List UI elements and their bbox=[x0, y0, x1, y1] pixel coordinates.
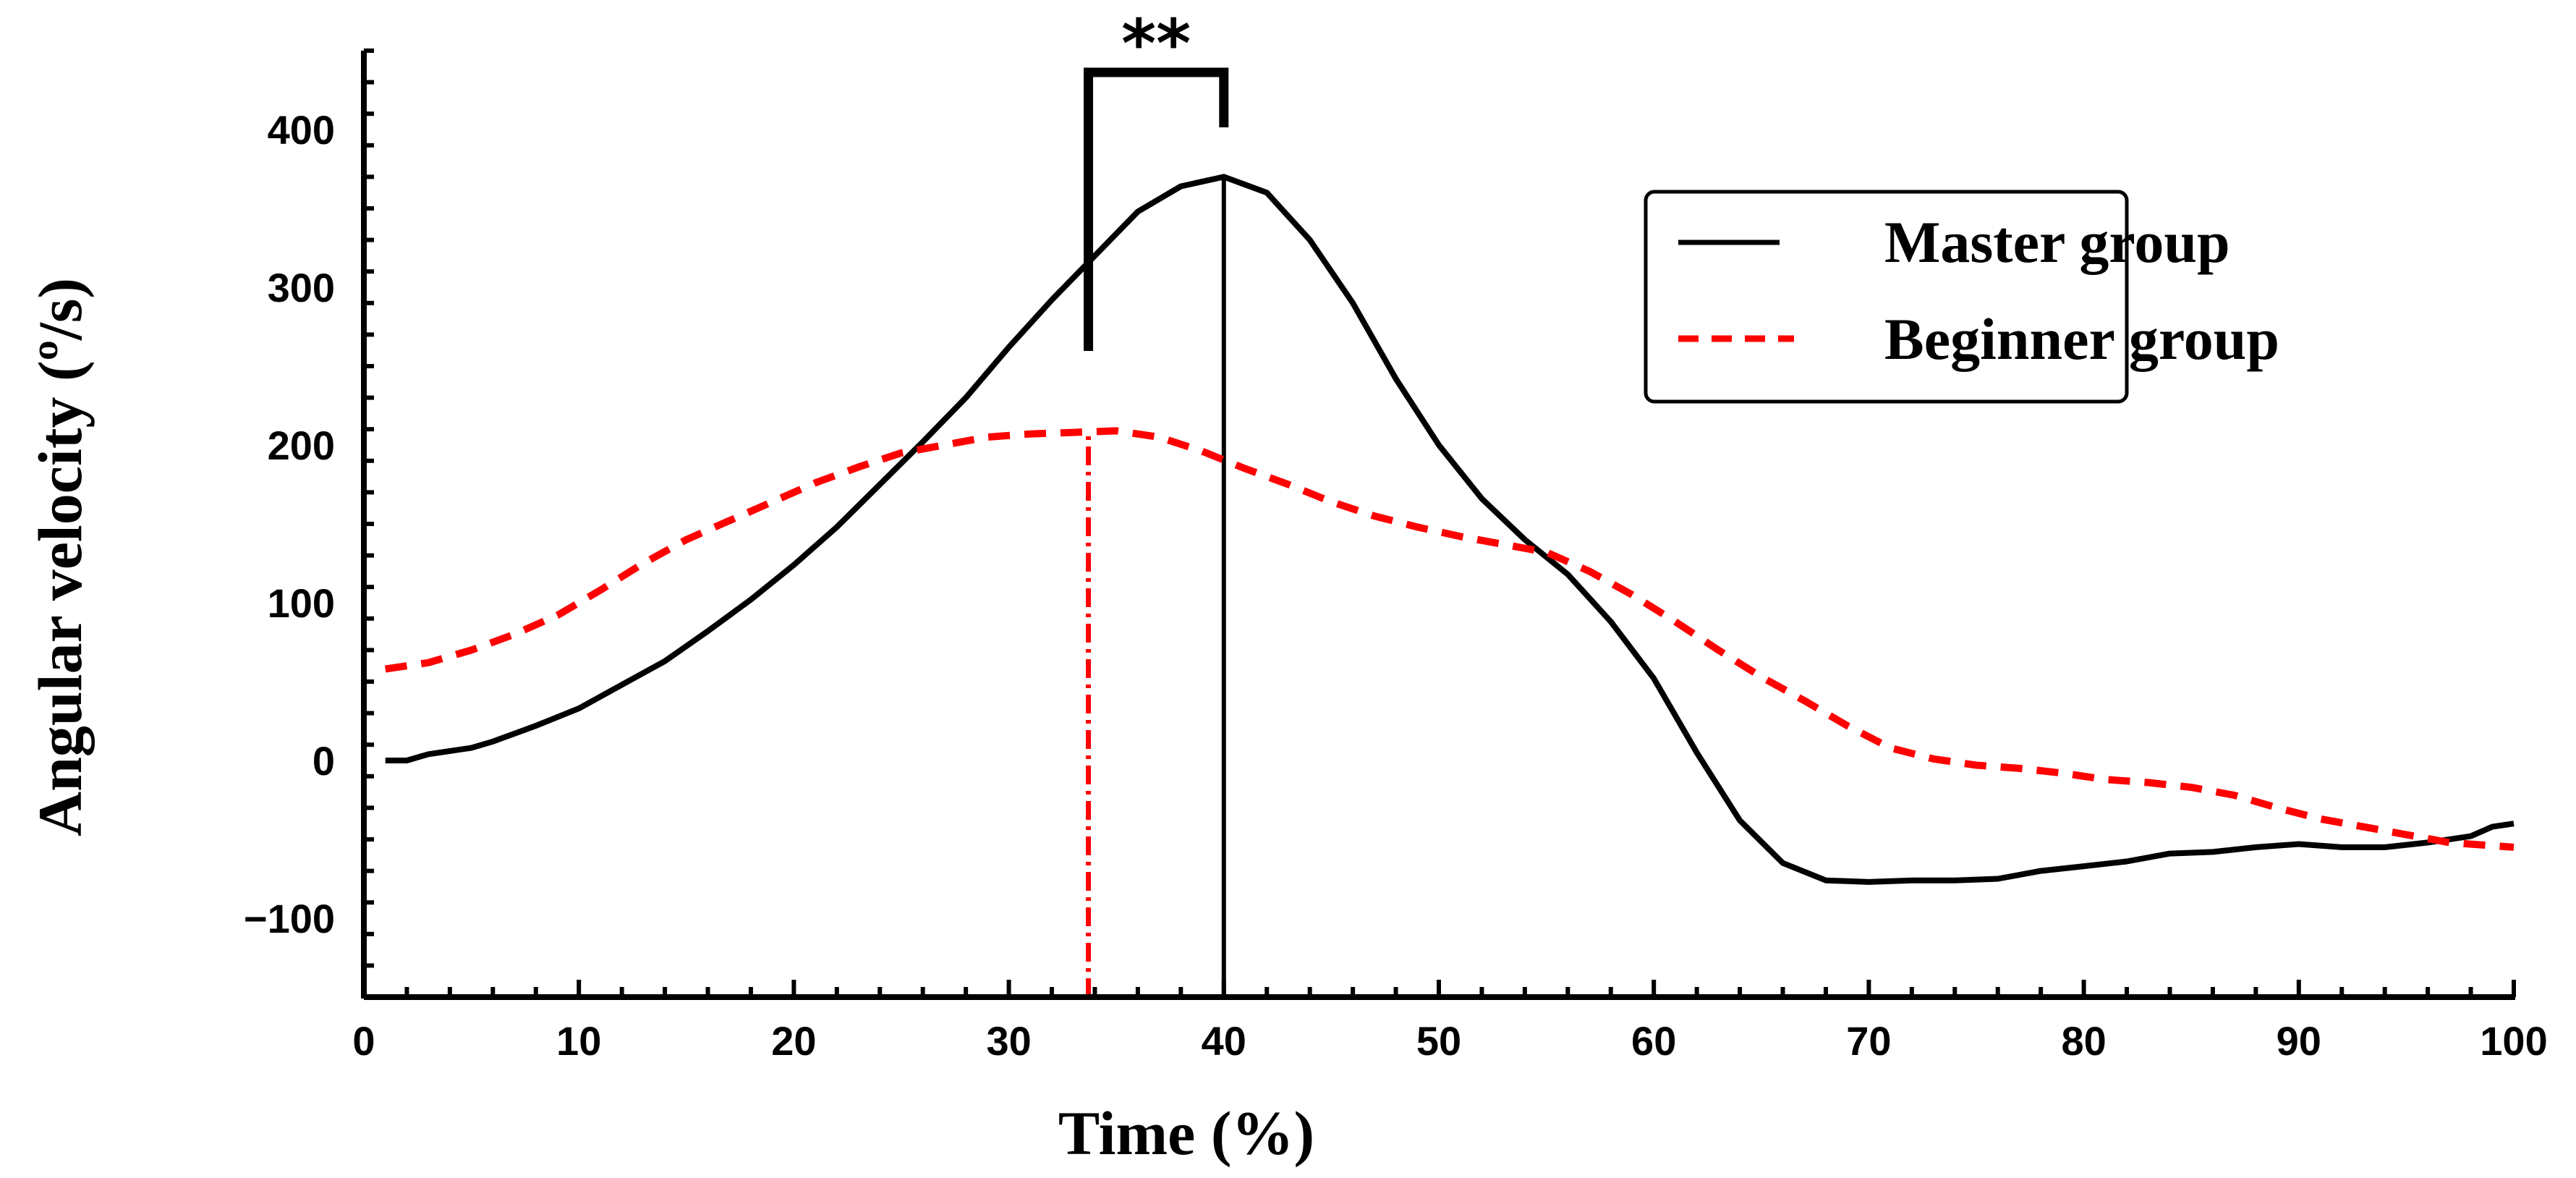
y-tick-label: 100 bbox=[268, 580, 335, 626]
x-tick-label: 80 bbox=[2061, 1018, 2106, 1064]
annotations: ** bbox=[1084, 5, 1229, 997]
x-tick-label: 90 bbox=[2277, 1018, 2321, 1064]
series-line-master bbox=[385, 174, 2515, 885]
series-line-beginner bbox=[384, 427, 2515, 851]
y-tick-label: −100 bbox=[244, 896, 335, 941]
significance-bracket bbox=[1084, 67, 1229, 351]
x-tick-label: 70 bbox=[1846, 1018, 1891, 1064]
axes: 0 10 20 30 40 50 60 70 80 90 100 −100 0 100 200 300 400 bbox=[244, 48, 2548, 1064]
series-layer bbox=[384, 174, 2515, 885]
y-tick-label: 200 bbox=[268, 423, 335, 468]
y-tick-label: 300 bbox=[268, 265, 335, 310]
legend-label-master: Master group bbox=[1884, 209, 2230, 275]
x-tick-label: 100 bbox=[2480, 1018, 2547, 1064]
significance-label: ** bbox=[1121, 5, 1191, 82]
plot-area: ** 0 10 20 30 40 50 60 70 80 90 100 −100 0 100 200 300 4… bbox=[244, 5, 2548, 1064]
y-axis-title: Angular velocity (º/s) bbox=[25, 278, 95, 836]
y-tick-label: 400 bbox=[268, 107, 335, 153]
x-tick-label: 10 bbox=[556, 1018, 601, 1064]
legend-label-beginner: Beginner group bbox=[1884, 306, 2279, 372]
y-tick-label: 0 bbox=[313, 738, 335, 784]
x-axis-title: Time (%) bbox=[1058, 1098, 1314, 1168]
x-tick-label: 60 bbox=[1631, 1018, 1676, 1064]
legend: Master group Beginner group bbox=[1644, 190, 2279, 404]
x-tick-label: 50 bbox=[1416, 1018, 1461, 1064]
x-tick-label: 30 bbox=[986, 1018, 1031, 1064]
x-tick-label: 0 bbox=[352, 1018, 375, 1064]
x-tick-label: 40 bbox=[1202, 1018, 1246, 1064]
x-tick-label: 20 bbox=[771, 1018, 816, 1064]
